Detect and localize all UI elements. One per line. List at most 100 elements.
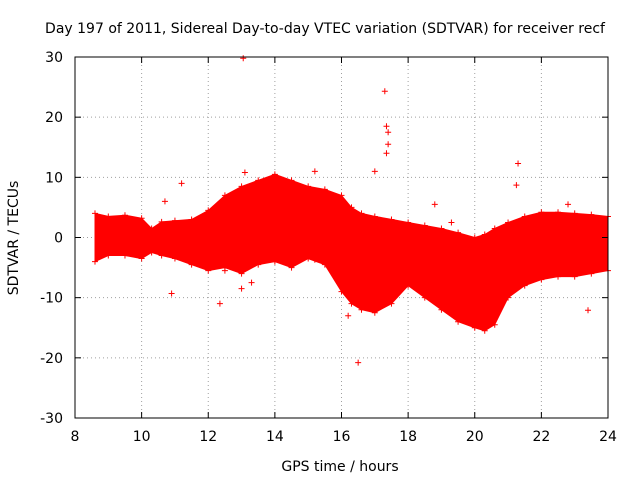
outlier-point <box>345 312 352 319</box>
data-point <box>455 229 462 236</box>
data-point <box>148 225 155 232</box>
y-axis-label: SDTVAR / TECUs <box>6 181 22 296</box>
data-point <box>221 192 228 199</box>
data-point <box>348 300 355 307</box>
data-point <box>538 276 545 283</box>
x-tick-label: 14 <box>266 429 284 445</box>
data-point <box>288 177 295 184</box>
outlier-point <box>383 123 390 130</box>
x-tick-label: 18 <box>399 429 417 445</box>
y-tick-label: -10 <box>40 291 63 307</box>
outlier-point <box>355 359 362 366</box>
data-point <box>305 183 312 190</box>
data-point <box>455 318 462 325</box>
data-point <box>158 218 165 225</box>
data-point <box>405 219 412 226</box>
data-point <box>421 222 428 229</box>
data-point <box>188 261 195 268</box>
data-point <box>105 252 112 259</box>
data-point <box>338 192 345 199</box>
data-point <box>238 270 245 277</box>
data-point <box>321 261 328 268</box>
outlier-point <box>240 55 247 62</box>
x-tick-label: 16 <box>333 429 351 445</box>
outlier-point <box>448 219 455 226</box>
data-point <box>438 306 445 313</box>
data-point <box>555 209 562 216</box>
data-point <box>121 252 128 259</box>
data-point <box>321 186 328 193</box>
outlier-point <box>431 201 438 208</box>
data-point <box>91 258 98 265</box>
data-point <box>505 219 512 226</box>
x-tick-label: 20 <box>466 429 484 445</box>
data-point <box>521 213 528 220</box>
outlier-point <box>585 307 592 314</box>
data-point <box>271 258 278 265</box>
outlier-point <box>216 300 223 307</box>
data-point <box>371 213 378 220</box>
data-point <box>305 255 312 262</box>
data-point <box>371 309 378 316</box>
data-point <box>491 225 498 232</box>
axis-ticks: 8 10 12 14 16 18 20 22 24 -30 -20 -10 0 10 20 30 <box>40 50 617 445</box>
data-point <box>358 210 365 217</box>
outlier-point <box>178 180 185 187</box>
data-point <box>348 204 355 211</box>
x-tick-label: 22 <box>532 429 550 445</box>
outlier-point <box>311 256 318 263</box>
data-point <box>471 234 478 241</box>
outlier-point <box>371 168 378 175</box>
data-point <box>171 217 178 224</box>
outlier-point <box>385 141 392 148</box>
outlier-point <box>513 182 520 189</box>
x-tick-label: 10 <box>133 429 151 445</box>
y-tick-label: 10 <box>45 170 63 186</box>
outlier-point <box>565 201 572 208</box>
data-point <box>188 216 195 223</box>
x-tick-label: 24 <box>599 429 617 445</box>
data-point <box>205 267 212 274</box>
data-point <box>91 210 98 217</box>
data-point <box>521 282 528 289</box>
data-point <box>505 294 512 301</box>
outlier-point <box>248 279 255 286</box>
data-point <box>338 288 345 295</box>
data-point <box>388 216 395 223</box>
data-point <box>481 327 488 334</box>
chart-title: Day 197 of 2011, Sidereal Day-to-day VTE… <box>45 21 606 37</box>
data-point <box>105 213 112 220</box>
data-band <box>94 173 609 332</box>
data-point <box>571 210 578 217</box>
outlier-point <box>381 88 388 95</box>
data-point <box>588 211 595 218</box>
x-axis-label: GPS time / hours <box>281 459 398 475</box>
data-point <box>138 255 145 262</box>
y-tick-label: 30 <box>45 50 63 66</box>
data-point <box>481 231 488 238</box>
outlier-point <box>383 150 390 157</box>
data-point <box>138 215 145 222</box>
y-tick-label: 0 <box>54 231 63 247</box>
x-tick-label: 12 <box>199 429 217 445</box>
y-tick-label: 20 <box>45 110 63 126</box>
y-tick-label: -20 <box>40 351 63 367</box>
data-point <box>205 207 212 214</box>
data-point <box>358 306 365 313</box>
outlier-point <box>515 160 522 167</box>
data-point <box>471 324 478 331</box>
data-point <box>171 255 178 262</box>
data-point <box>421 294 428 301</box>
outlier-point <box>238 285 245 292</box>
data-point <box>288 264 295 271</box>
data-point <box>491 321 498 328</box>
data-point <box>438 225 445 232</box>
data-point <box>388 300 395 307</box>
data-point <box>148 249 155 256</box>
data-point <box>121 212 128 219</box>
outlier-point <box>221 267 228 274</box>
data-point <box>538 209 545 216</box>
data-point <box>158 252 165 259</box>
y-tick-label: -30 <box>40 411 63 427</box>
